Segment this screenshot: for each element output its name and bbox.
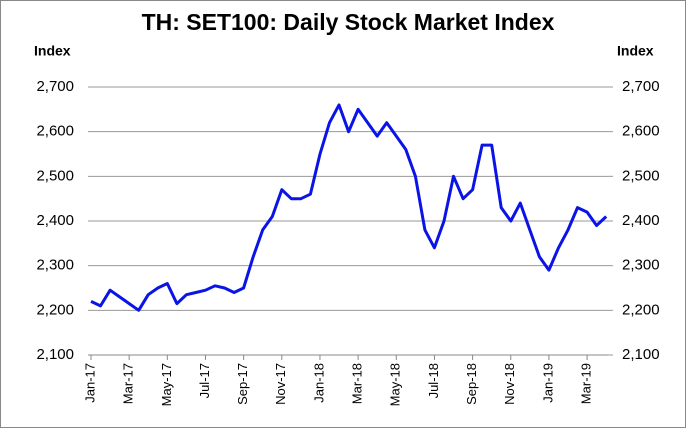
- y2-tick-label: 2,700: [622, 78, 660, 95]
- series-line: [90, 103, 608, 312]
- x-tick-label: Jul-18: [426, 363, 441, 398]
- x-tick-label: Sep-17: [235, 363, 250, 405]
- y2-tick-label: 2,500: [622, 167, 660, 184]
- y-tick-label: 2,200: [36, 301, 74, 318]
- y2-axis-label: Index: [617, 43, 654, 59]
- y2-tick-label: 2,200: [622, 301, 660, 318]
- x-tick-label: Nov-18: [502, 363, 517, 405]
- y2-tick-label: 2,100: [622, 346, 660, 363]
- x-tick-label: Nov-17: [273, 363, 288, 405]
- x-tick-label: Sep-18: [464, 363, 479, 405]
- x-tick-label: Mar-17: [121, 363, 136, 404]
- x-tick-label: Mar-18: [350, 363, 365, 404]
- chart-title: TH: SET100: Daily Stock Market Index: [141, 9, 555, 35]
- x-tick-label: Jan-17: [82, 363, 97, 403]
- y-axis-label: Index: [34, 43, 71, 59]
- y2-tick-label: 2,300: [622, 257, 660, 274]
- x-tick-label: Jul-17: [197, 363, 212, 398]
- y-tick-label: 2,400: [36, 212, 74, 229]
- y2-tick-label: 2,400: [622, 212, 660, 229]
- y2-tick-label: 2,600: [622, 123, 660, 140]
- y-tick-label: 2,100: [36, 346, 74, 363]
- y-tick-label: 2,700: [36, 78, 74, 95]
- x-tick-label: Mar-19: [579, 363, 594, 404]
- y-tick-label: 2,600: [36, 123, 74, 140]
- x-tick-label: May-18: [388, 363, 403, 406]
- x-tick-label: Jan-18: [311, 363, 326, 403]
- x-tick-label: May-17: [159, 363, 174, 406]
- x-tick-label: Jan-19: [540, 363, 555, 403]
- y-tick-label: 2,300: [36, 257, 74, 274]
- y-tick-label: 2,500: [36, 167, 74, 184]
